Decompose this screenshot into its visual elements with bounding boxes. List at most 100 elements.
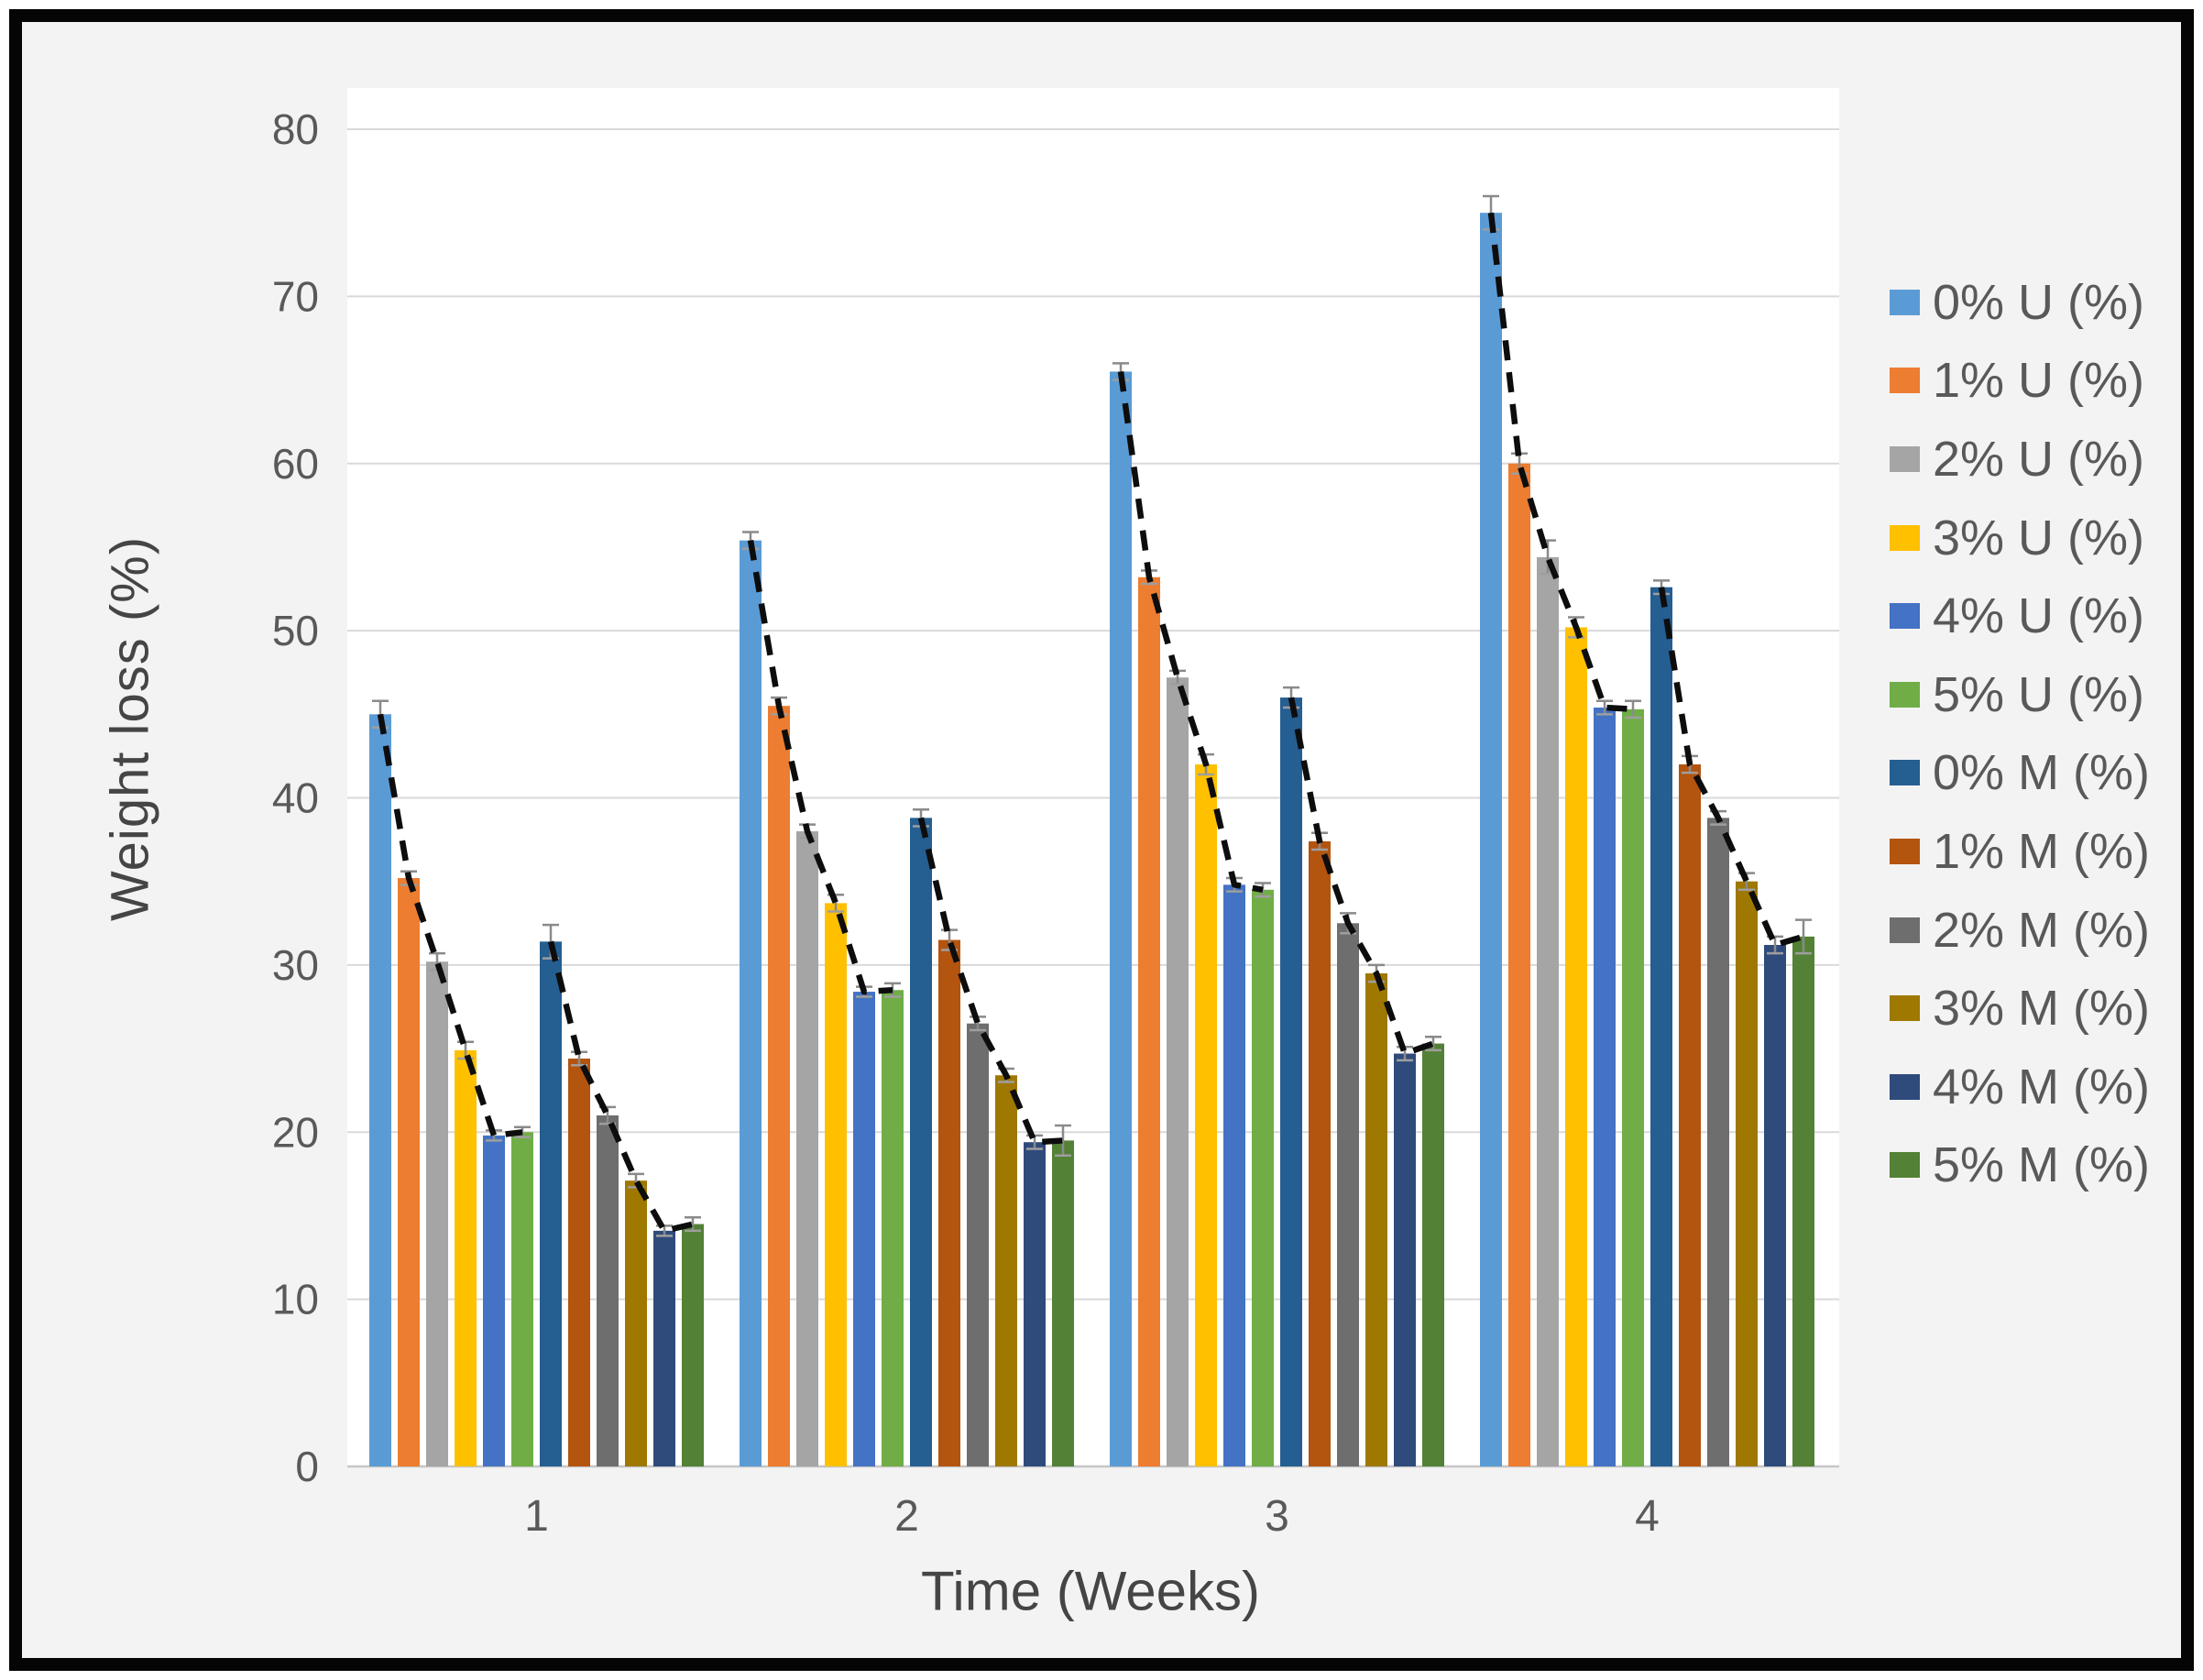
y-tick-label: 80 <box>272 105 319 153</box>
y-tick-label: 0 <box>295 1443 319 1490</box>
legend-item-9: 3% M (%) <box>1890 969 2150 1048</box>
legend-swatch-icon <box>1890 368 1920 394</box>
legend-swatch-icon <box>1890 995 1920 1022</box>
bar-week1-series4 <box>483 1135 505 1466</box>
legend-item-label: 5% M (%) <box>1933 1137 2151 1193</box>
bar-week3-series2 <box>1167 677 1189 1466</box>
bar-week2-series11 <box>1052 1140 1074 1466</box>
x-category-label: 1 <box>524 1492 549 1541</box>
bar-week3-series1 <box>1138 576 1160 1466</box>
y-tick-label: 40 <box>272 774 319 822</box>
legend-item-label: 4% U (%) <box>1933 588 2145 644</box>
y-tick-label: 50 <box>272 607 319 654</box>
trend-line-m-week3 <box>1288 697 1435 1057</box>
bar-week3-series4 <box>1223 884 1245 1466</box>
bar-week2-series9 <box>995 1075 1017 1466</box>
bar-week4-series10 <box>1764 944 1786 1466</box>
bar-week1-series9 <box>625 1180 647 1466</box>
bar-week3-series6 <box>1280 697 1302 1466</box>
y-tick-label: 60 <box>272 440 319 488</box>
legend-swatch-icon <box>1890 445 1920 472</box>
bar-week3-series9 <box>1365 972 1387 1466</box>
trend-line-u-week2 <box>747 540 893 995</box>
legend-item-label: 2% M (%) <box>1933 902 2151 958</box>
trend-line-m-week1 <box>547 940 694 1235</box>
legend-swatch-icon <box>1890 1073 1920 1100</box>
legend-item-label: 0% U (%) <box>1933 274 2145 330</box>
legend-item-label: 3% U (%) <box>1933 510 2145 565</box>
x-category-label: 4 <box>1635 1492 1660 1541</box>
legend-item-label: 0% M (%) <box>1933 745 2151 801</box>
bar-week1-series2 <box>426 961 448 1466</box>
bar-week4-series2 <box>1537 556 1559 1466</box>
trend-line-m-week2 <box>917 817 1064 1146</box>
legend-swatch-icon <box>1890 838 1920 864</box>
legend-item-label: 1% U (%) <box>1933 353 2145 409</box>
legend-item-label: 1% M (%) <box>1933 823 2151 879</box>
bar-week1-series7 <box>568 1059 590 1466</box>
bar-week3-series5 <box>1252 889 1274 1466</box>
bar-week1-series10 <box>653 1230 675 1466</box>
bar-week2-series1 <box>768 706 790 1466</box>
y-tick-label: 70 <box>272 272 319 320</box>
bar-week2-series3 <box>825 903 847 1466</box>
y-tick-label: 20 <box>272 1108 319 1156</box>
bar-week2-series7 <box>938 939 960 1466</box>
legend-item-10: 4% M (%) <box>1890 1048 2150 1126</box>
trend-line-u-week1 <box>377 713 523 1139</box>
y-axis-title: Weight loss (%) <box>100 535 160 922</box>
bar-week4-series4 <box>1594 708 1616 1466</box>
bar-week3-series11 <box>1422 1043 1444 1466</box>
x-axis-title: Time (Weeks) <box>920 1560 1261 1622</box>
figure-frame: 0 10 20 30 40 50 60 70 80 1 2 3 4 Weight loss (%) Ti… <box>9 9 2194 1671</box>
bar-week1-series6 <box>540 941 562 1466</box>
legend-item-1: 1% U (%) <box>1890 342 2150 421</box>
x-category-label: 3 <box>1265 1492 1289 1541</box>
y-tick-label: 10 <box>272 1276 319 1323</box>
trend-line-m-week4 <box>1658 587 1804 949</box>
trend-line-u-week4 <box>1487 212 1634 713</box>
bar-week2-series2 <box>796 830 818 1466</box>
bar-week4-series7 <box>1679 764 1701 1466</box>
legend-swatch-icon <box>1890 681 1920 708</box>
bar-week2-series10 <box>1024 1142 1046 1466</box>
bar-week2-series8 <box>967 1023 989 1466</box>
legend-item-3: 3% U (%) <box>1890 499 2150 577</box>
bar-week2-series5 <box>882 990 904 1466</box>
legend-swatch-icon <box>1890 603 1920 630</box>
legend-swatch-icon <box>1890 524 1920 551</box>
legend-item-11: 5% M (%) <box>1890 1126 2150 1205</box>
bar-week1-series0 <box>369 714 391 1466</box>
bar-week3-series0 <box>1110 371 1132 1467</box>
bar-week4-series9 <box>1736 881 1758 1466</box>
bar-chart: 0 10 20 30 40 50 60 70 80 1 2 3 4 <box>272 88 1839 1541</box>
bar-week4-series6 <box>1650 587 1672 1466</box>
legend-item-6: 0% M (%) <box>1890 734 2150 813</box>
bar-week3-series3 <box>1195 764 1217 1466</box>
legend-swatch-icon <box>1890 1152 1920 1179</box>
bar-week3-series7 <box>1309 840 1331 1466</box>
bar-week4-series8 <box>1707 818 1729 1466</box>
bar-week2-series0 <box>740 540 762 1466</box>
legend-swatch-icon <box>1890 289 1920 315</box>
legend-swatch-icon <box>1890 917 1920 943</box>
legend-item-label: 2% U (%) <box>1933 431 2145 487</box>
legend-item-label: 5% U (%) <box>1933 666 2145 722</box>
bar-week4-series1 <box>1508 463 1530 1466</box>
bar-week1-series8 <box>597 1115 619 1466</box>
legend-item-5: 5% U (%) <box>1890 655 2150 734</box>
plot-area <box>347 88 1839 1466</box>
bar-week1-series1 <box>398 878 420 1466</box>
legend-item-label: 3% M (%) <box>1933 981 2151 1037</box>
legend-swatch-icon <box>1890 760 1920 786</box>
legend-item-4: 4% U (%) <box>1890 576 2150 655</box>
bar-week4-series5 <box>1622 708 1644 1466</box>
bar-week2-series6 <box>910 818 932 1466</box>
legend-item-0: 0% U (%) <box>1890 263 2150 342</box>
bar-week1-series3 <box>455 1049 477 1466</box>
bar-week4-series11 <box>1792 936 1814 1466</box>
legend-item-label: 4% M (%) <box>1933 1059 2151 1115</box>
legend-item-7: 1% M (%) <box>1890 812 2150 891</box>
trend-line-u-week3 <box>1117 370 1264 894</box>
bar-week3-series10 <box>1394 1053 1416 1466</box>
